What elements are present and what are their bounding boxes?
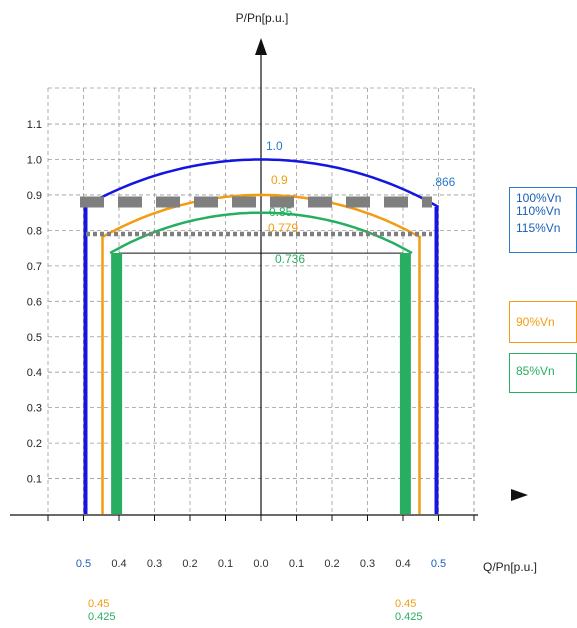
y-tick-label: 0.6 xyxy=(27,296,42,308)
x-tick-label: 0.2 xyxy=(182,558,197,570)
y-tick-label: 0.8 xyxy=(27,225,42,237)
x-tick-label: 0.4 xyxy=(111,558,126,570)
y-tick-label: 0.1 xyxy=(27,474,42,486)
y-tick-label: 1.1 xyxy=(27,119,42,131)
arc-90%Vn xyxy=(100,193,422,239)
y-tick-label: 0.5 xyxy=(27,332,42,344)
legend-100-110-115: 100%Vn 110%Vn 115%Vn xyxy=(509,187,577,253)
y-tick-label: 0.3 xyxy=(27,403,42,415)
legend-entry-90: 90%Vn xyxy=(516,315,555,329)
legend-entry-110: 110%Vn xyxy=(516,204,561,218)
x-tick-label: 0.5 xyxy=(431,558,446,570)
y-axis-arrow-icon xyxy=(255,38,267,55)
point-label: 0.736 xyxy=(275,252,305,266)
x-axis-arrow-icon xyxy=(511,489,528,501)
point-label: .866 xyxy=(432,175,456,189)
bottom-limit-label: 0.45 xyxy=(395,598,416,610)
x-tick-label: 0.3 xyxy=(147,558,162,570)
legend-entry-85: 85%Vn xyxy=(516,364,555,378)
y-tick-label: 0.9 xyxy=(27,190,42,202)
x-tick-label: 0.5 xyxy=(76,558,91,570)
point-label: 0.779 xyxy=(268,221,298,235)
legend-90: 90%Vn xyxy=(509,301,577,343)
point-label: 0.9 xyxy=(271,173,288,187)
x-axis-label: Q/Pn[p.u.] xyxy=(483,560,537,574)
x-tick-label: 0.0 xyxy=(253,558,268,570)
arc-85%Vn xyxy=(109,211,413,255)
y-tick-label: 0.2 xyxy=(27,438,42,450)
legend-entry-100: 100%Vn xyxy=(516,191,562,205)
y-tick-label: 0.4 xyxy=(27,367,42,379)
series-layer xyxy=(80,158,440,514)
y-tick-label: 0.7 xyxy=(27,261,42,273)
legend-entry-115: 115%Vn xyxy=(516,221,561,235)
x-tick-label: 0.1 xyxy=(289,558,304,570)
point-label: 0.85 xyxy=(269,205,293,219)
y-tick-label: 1.0 xyxy=(27,155,42,167)
x-tick-label: 0.1 xyxy=(218,558,233,570)
bottom-limit-label: 0.45 xyxy=(88,598,109,610)
x-tick-label: 0.4 xyxy=(395,558,410,570)
point-label: 1.0 xyxy=(266,139,283,153)
y-axis-label: P/Pn[p.u.] xyxy=(236,11,289,25)
legend-85: 85%Vn xyxy=(509,353,577,393)
bottom-limit-label: 0.425 xyxy=(395,611,423,623)
bottom-limit-label: 0.425 xyxy=(88,611,116,623)
x-tick-label: 0.3 xyxy=(360,558,375,570)
axes xyxy=(10,38,528,521)
arc-100%Vn xyxy=(82,158,440,209)
labels-layer: 0.1 0.2 0.3 0.4 0.5 0.6 0.7 0.8 0.9 1.0 1.1 0.5 0.4 0… xyxy=(27,119,456,623)
x-tick-label: 0.2 xyxy=(324,558,339,570)
